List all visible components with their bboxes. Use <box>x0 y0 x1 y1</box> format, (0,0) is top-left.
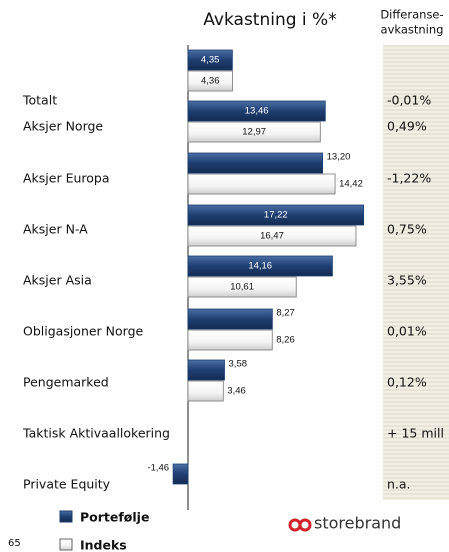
bar <box>187 329 273 351</box>
page-number: 65 <box>8 538 21 549</box>
category-label: Obligasjoner Norge <box>23 324 144 339</box>
value-label: 16,47 <box>260 231 284 242</box>
legend-label: Indeks <box>80 538 127 552</box>
diff-label: n.a. <box>387 477 411 492</box>
diff-label: 0,75% <box>387 222 427 237</box>
bar <box>172 463 189 485</box>
bar <box>187 255 333 277</box>
chart-title: Avkastning i %* <box>203 10 336 30</box>
logo: storebrand <box>314 514 401 533</box>
value-label: 4,35 <box>201 55 220 66</box>
diff-label: 0,12% <box>387 375 427 390</box>
diff-label: -1,22% <box>387 171 431 186</box>
category-label: Taktisk Aktivaallokering <box>22 426 170 441</box>
value-label: 3,58 <box>229 359 248 370</box>
value-label: 14,16 <box>248 261 272 272</box>
category-label: Private Equity <box>23 477 111 492</box>
bar <box>187 173 336 195</box>
bar <box>187 70 233 92</box>
value-label: 8,26 <box>276 335 295 346</box>
value-label: 14,42 <box>339 179 363 190</box>
value-label: 8,27 <box>276 308 295 319</box>
diff-label: 3,55% <box>387 273 427 288</box>
bar <box>187 100 326 122</box>
bar <box>187 152 324 174</box>
legend-swatch <box>59 538 73 551</box>
category-label: Aksjer Europa <box>23 171 110 186</box>
category-label: Aksjer Norge <box>23 119 103 134</box>
diff-label: -0,01% <box>387 93 431 108</box>
bar <box>187 276 297 298</box>
category-label: Aksjer Asia <box>23 273 92 288</box>
value-label: 17,22 <box>264 210 288 221</box>
value-label: -1,46 <box>147 463 169 474</box>
bar <box>187 121 321 143</box>
category-label: Aksjer N-A <box>23 222 88 237</box>
diff-header: avkastning <box>381 23 444 37</box>
logo-icon <box>288 518 312 532</box>
bar <box>187 49 233 71</box>
diff-column-bg <box>383 45 449 500</box>
diff-header: Differanse- <box>380 8 443 22</box>
bar <box>187 225 357 247</box>
value-label: 10,61 <box>230 282 254 293</box>
bar <box>187 204 365 226</box>
diff-label: 0,49% <box>387 119 427 134</box>
category-label: Totalt <box>22 93 57 108</box>
bar <box>187 359 225 381</box>
legend-label: Portefølje <box>80 510 149 525</box>
bar <box>187 380 224 402</box>
value-label: 3,46 <box>227 386 246 397</box>
value-label: 12,97 <box>242 127 266 138</box>
value-label: 13,20 <box>327 152 351 163</box>
value-label: 4,36 <box>201 76 220 87</box>
legend-swatch <box>59 510 73 523</box>
diff-label: + 15 mill <box>387 426 444 441</box>
value-label: 13,46 <box>245 106 269 117</box>
diff-label: 0,01% <box>387 324 427 339</box>
category-label: Pengemarked <box>23 375 109 390</box>
bar <box>187 308 273 330</box>
